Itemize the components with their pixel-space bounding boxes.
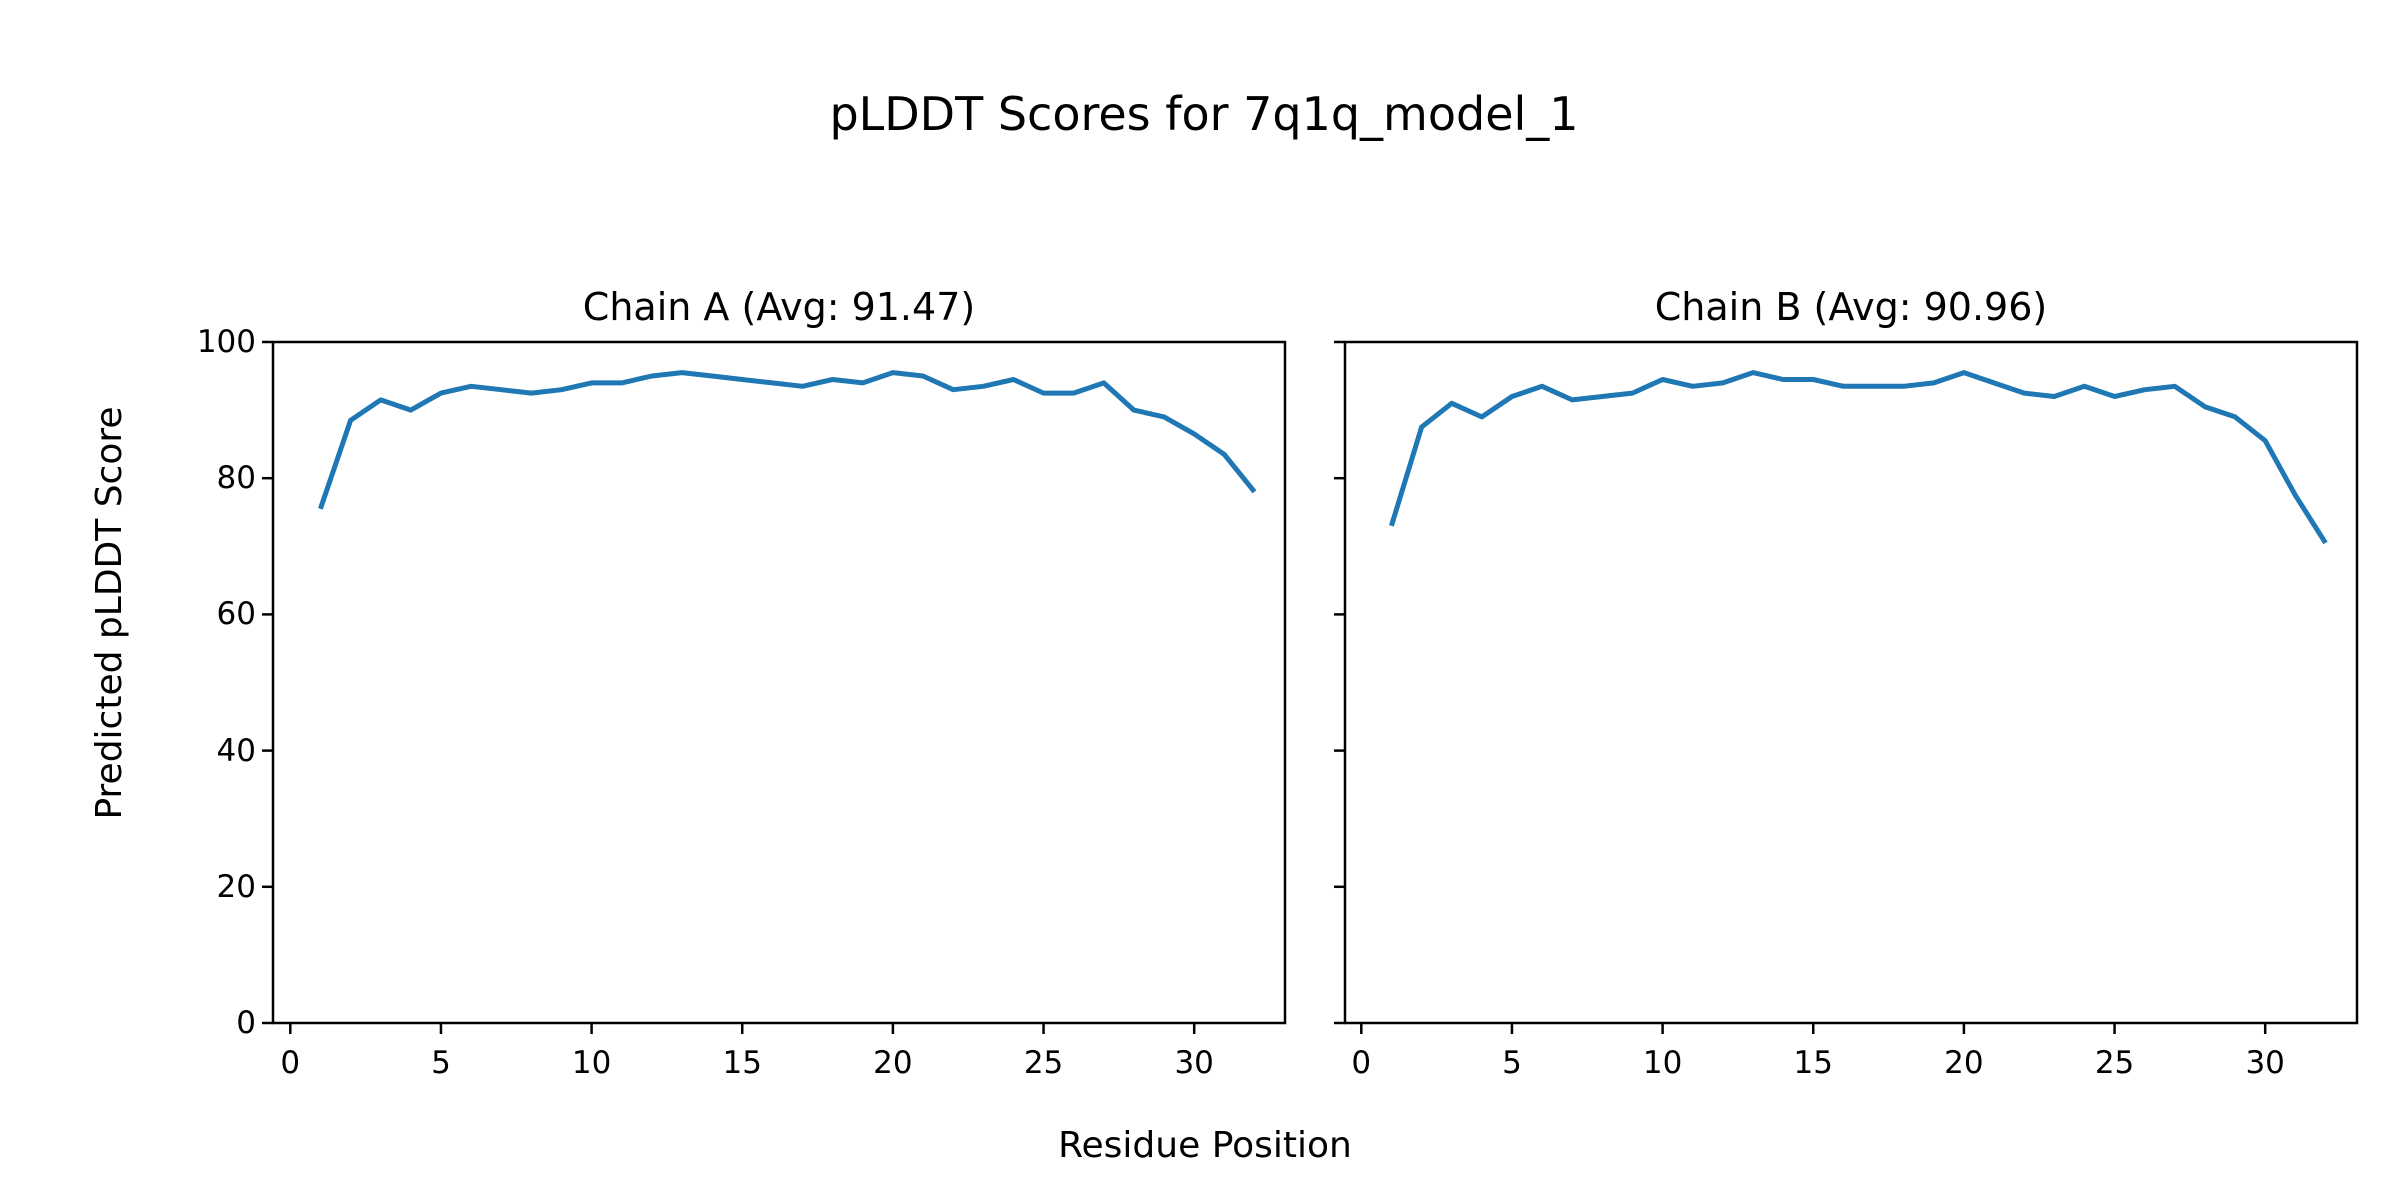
x-tick-label: 0 [280,1045,301,1081]
y-tick-label: 40 [216,732,256,769]
y-tick-label: 100 [196,324,256,360]
x-tick-label: 30 [1174,1045,1214,1081]
y-tick-label: 60 [216,596,256,633]
x-tick-label: 15 [722,1045,762,1081]
x-tick-label: 0 [1351,1045,1372,1081]
x-tick-label: 25 [2094,1045,2135,1081]
x-tick-label: 10 [1642,1045,1683,1081]
x-tick-label: 25 [1023,1045,1064,1081]
x-tick-label: 20 [1944,1045,1984,1081]
x-axis-label: Residue Position [1058,1125,1352,1166]
y-tick-label: 20 [216,868,256,905]
x-tick-label: 5 [431,1045,451,1081]
x-tick-label: 15 [1793,1045,1833,1081]
figure-title: pLDDT Scores for 7q1q_model_1 [829,87,1579,141]
x-tick-label: 20 [873,1045,913,1081]
y-tick-label: 80 [216,460,256,497]
plddt-line-chain-B [1389,370,2328,545]
subplot-a-title: Chain A (Avg: 91.47) [582,285,976,329]
axes-frame [271,340,1287,1025]
y-axis-label: Predicted pLDDT Score [89,406,130,820]
subplot-b-title: Chain B (Avg: 90.96) [1654,285,2048,329]
x-tick-label: 10 [571,1045,612,1081]
plddt-line-chain-A [318,370,1257,510]
y-tick-label: 0 [236,1005,256,1041]
axes-frame [1343,340,2359,1025]
x-tick-label: 30 [2245,1045,2285,1081]
x-tick-label: 5 [1502,1045,1522,1081]
